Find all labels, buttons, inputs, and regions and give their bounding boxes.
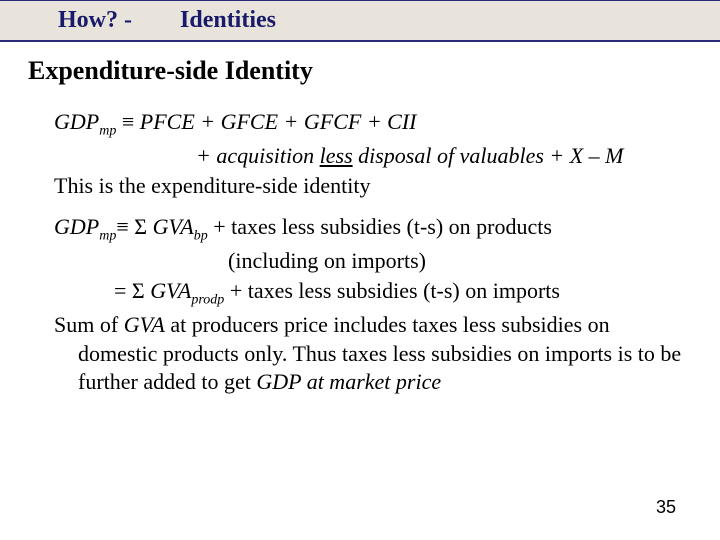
eq2-sigma: Σ [134,214,152,239]
header-right-text: Identities [180,7,276,34]
equation-block-1: GDPmp ≡ PFCE + GFCE + GFCF + CII + acqui… [28,108,692,201]
header-left-text: How? - [58,7,132,34]
section-title: Expenditure-side Identity [28,56,692,86]
page-number: 35 [656,497,676,518]
eq1-rhs2a: + acquisition [196,143,320,168]
eq1-rhs2c: disposal of valuables + X – M [353,143,624,168]
eq2-eq: = [114,278,132,303]
slide-header: How? - Identities [0,0,720,42]
eq2-gva2-base: GVA [150,278,191,303]
eq1-note: This is the expenditure-side identity [28,172,692,200]
eq2-tail2: + taxes less subsidies (t-s) on imports [224,278,560,303]
eq1-ident: ≡ [116,109,139,134]
eq1-rhs2b: less [320,143,353,168]
eq1-line1: GDPmp ≡ PFCE + GFCE + GFCF + CII [28,108,692,140]
eq2-tail1: + taxes less subsidies (t-s) on products [208,214,552,239]
equation-block-2: GDPmp≡ Σ GVAbp + taxes less subsidies (t… [28,213,692,396]
eq2-ident: ≡ [116,214,134,239]
eq2-gva2-sub: prodp [191,292,224,307]
eq1-lhs-base: GDP [54,109,99,134]
eq2-gva1-base: GVA [153,214,194,239]
eq2-line1: GDPmp≡ Σ GVAbp + taxes less subsidies (t… [28,213,692,245]
eq1-lhs-sub: mp [99,123,116,138]
eq2-sigma2: Σ [132,278,150,303]
eq1-rhs1: PFCE + GFCE + GFCF + CII [140,109,417,134]
eq2-summary: Sum of GVA at producers price includes t… [28,311,692,395]
eq2-lhs-base: GDP [54,214,99,239]
slide-content: Expenditure-side Identity GDPmp ≡ PFCE +… [0,42,720,396]
eq2-line2: (including on imports) [28,247,692,275]
eq1-line2: + acquisition less disposal of valuables… [28,142,692,170]
eq2-lhs-sub: mp [99,228,116,243]
eq2-line3: = Σ GVAprodp + taxes less subsidies (t-s… [28,277,692,309]
eq2-gva1-sub: bp [194,228,208,243]
